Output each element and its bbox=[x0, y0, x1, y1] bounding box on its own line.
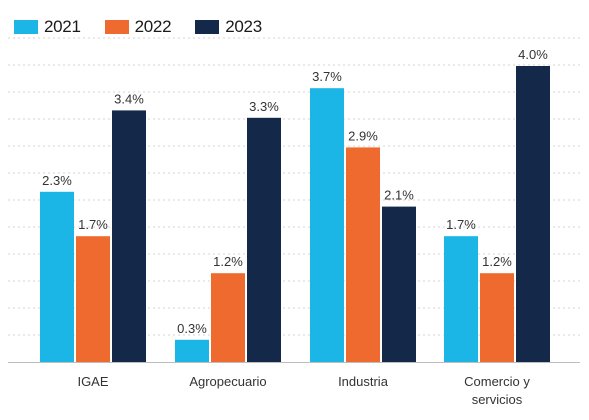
bars bbox=[40, 66, 550, 363]
category-label-3: Comercio y bbox=[464, 374, 530, 389]
legend-swatch-2022 bbox=[104, 20, 129, 34]
legend-label-2022: 2022 bbox=[134, 17, 172, 36]
data-label-2023-2: 2.1% bbox=[384, 188, 414, 203]
legend-label-2023: 2023 bbox=[225, 17, 262, 36]
data-label-2023-1: 3.3% bbox=[249, 99, 279, 114]
category-label-1: Agropecuario bbox=[189, 374, 266, 389]
bar-2023-2 bbox=[382, 206, 416, 362]
bar-2023-1 bbox=[247, 117, 281, 362]
legend-swatch-2023 bbox=[195, 20, 220, 34]
bar-2021-1 bbox=[175, 339, 209, 362]
legend-swatch-2021 bbox=[14, 20, 38, 34]
legend-label-2021: 2021 bbox=[44, 17, 81, 36]
data-label-2021-1: 0.3% bbox=[177, 321, 207, 336]
data-label-2022-2: 2.9% bbox=[348, 128, 378, 143]
data-label-2021-0: 2.3% bbox=[42, 173, 72, 188]
category-label-0: IGAE bbox=[77, 374, 108, 389]
bar-2023-3 bbox=[516, 66, 550, 362]
data-label-2022-3: 1.2% bbox=[482, 254, 512, 269]
bar-2021-0 bbox=[40, 191, 74, 362]
legend-item-2022: 2022 bbox=[104, 17, 172, 37]
bar-2021-3 bbox=[444, 236, 478, 362]
legend-item-2023: 2023 bbox=[195, 17, 262, 37]
bar-2023-0 bbox=[112, 110, 146, 363]
bar-2022-1 bbox=[211, 273, 245, 362]
bar-2022-0 bbox=[76, 236, 110, 362]
data-label-2021-2: 3.7% bbox=[312, 69, 342, 84]
data-label-2021-3: 1.7% bbox=[446, 217, 476, 232]
bar-2022-3 bbox=[480, 273, 514, 362]
data-labels: 2.3% 1.7% 3.4% 0.3% 1.2% 3.3% 3.7% 2.9% 2.1% 1.7%… bbox=[42, 47, 548, 336]
data-label-2023-0: 3.4% bbox=[114, 91, 144, 106]
legend-item-2021: 2021 bbox=[14, 17, 81, 37]
data-label-2022-1: 1.2% bbox=[213, 254, 243, 269]
category-label-3-line1: servicios bbox=[472, 392, 523, 407]
category-labels: IGAE Agropecuario Industria Comercio y servi… bbox=[77, 374, 530, 407]
bar-2021-2 bbox=[310, 88, 344, 362]
data-label-2022-0: 1.7% bbox=[78, 217, 108, 232]
legend: 2021 2022 2023 bbox=[14, 17, 286, 37]
data-label-2023-3: 4.0% bbox=[518, 47, 548, 62]
bar-2022-2 bbox=[346, 147, 380, 362]
category-label-2: Industria bbox=[338, 374, 389, 389]
